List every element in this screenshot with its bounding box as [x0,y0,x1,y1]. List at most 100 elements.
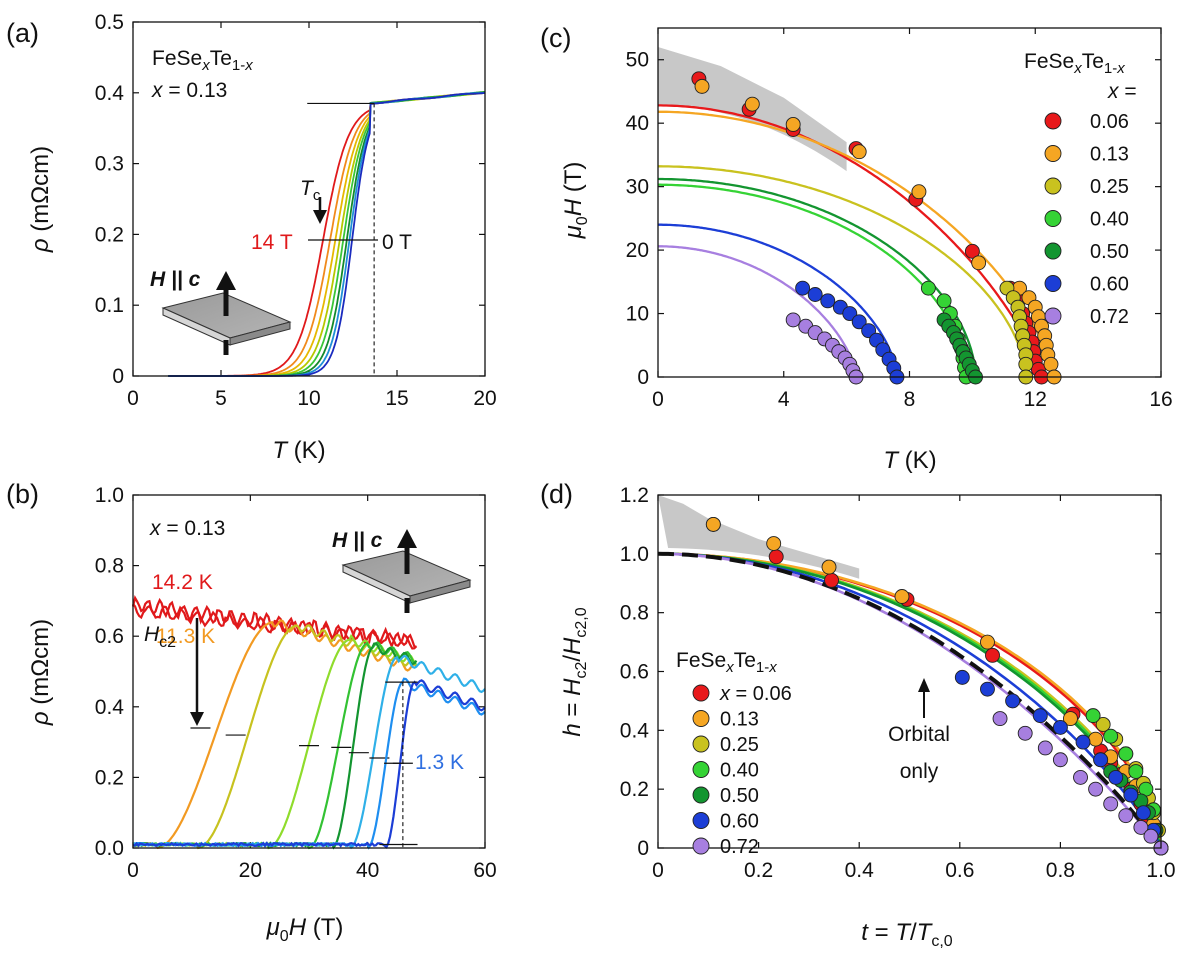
legend-marker-0.72 [692,837,710,855]
legend-label-0.72: 0.72 [1090,306,1129,328]
panel-c-legend-title: FeSexTe1-x [1024,50,1125,77]
panel-c-xtick-label: 8 [904,388,916,411]
panel-c-xtick-label: 12 [1024,388,1047,411]
panel-d-frame [657,494,1162,849]
data-point-0.60 [980,681,995,697]
hc2-fit-0.40 [658,183,968,378]
mr-curve-1 [132,619,418,850]
hc2-arrow-icon [190,618,204,726]
panel-d-ytick-label: 1.0 [620,543,649,566]
panel-d-ytick-label: 0.6 [620,661,649,684]
panel-d-legend-title: FeSexTe1-x [676,649,777,676]
data-point-0.60 [842,306,858,321]
panel-a-ytick-label: 0 [112,365,124,388]
legend-marker-0.40 [1044,210,1062,227]
hc2-fit-0.25 [658,165,1027,378]
panel-b-x-value: x = 0.13 [149,517,225,540]
legend-label-0.13: 0.13 [1090,144,1129,166]
data-point-0.72 [1143,828,1159,844]
data-point-0.60 [851,314,867,330]
panel-b-temp-mid: 11.3 K [156,625,215,648]
panel-a-ytick-label: 0.1 [95,294,124,317]
panel-a-xtick-label: 5 [215,387,227,410]
legend-marker-0.72 [1044,307,1062,325]
legend-marker-0.13 [1044,145,1062,162]
sample-geometry-icon-b [341,529,472,613]
orbital-only-line [657,551,1163,850]
hc2-fit-0.60 [658,223,899,378]
legend-marker-0.25 [1044,177,1062,195]
panel-d-xtick-label: 0.2 [744,859,773,882]
panel-c-xtick-label: 16 [1149,388,1172,411]
panel-c-ytick-label: 0 [637,366,649,389]
panel-a: (a) 0 5 10 15 20 0 0.1 0.2 0.3 0.4 0.5 T (K) ρ (mΩ… [6,11,497,464]
legend-label-0.06: 0.06 [1090,111,1129,133]
panel-b-ytick-label: 0.8 [95,555,124,578]
panel-d-label: (d) [540,479,573,509]
panel-c-ytick-label: 30 [626,176,649,199]
legend-label-0.13: 0.13 [720,709,759,731]
legend-label-0.06: x = 0.06 [719,683,792,705]
data-point-0.13 [744,96,760,112]
panel-d-xtick-label: 0.6 [945,859,974,882]
panel-c-ytick-label: 10 [626,303,649,326]
panel-c: (c) 0 4 8 12 16 0 10 20 30 40 50 T (K) μ0H (T) FeS… [540,23,1173,474]
panel-c-label: (c) [540,23,571,53]
data-point-0.60 [1135,805,1151,821]
panel-d-ytick-label: 0.4 [620,719,650,742]
panel-b-xtick-label: 40 [356,859,379,882]
orbital-label-1: Orbital [888,723,950,746]
panel-c-ytick-label: 50 [626,49,649,72]
panel-b-xlabel: μ0H (T) [266,914,344,945]
data-point-0.40 [920,280,936,296]
data-point-0.06 [768,549,784,565]
panel-c-xtick-label: 4 [778,388,790,411]
panel-b-ytick-label: 0.6 [95,625,124,648]
data-point-0.13 [980,634,995,650]
panel-a-label: (a) [6,18,39,48]
data-point-0.60 [1093,752,1109,768]
legend-label-0.40: 0.40 [1090,209,1129,231]
data-point-0.13 [851,144,867,160]
data-point-0.72 [1017,725,1033,741]
hc2-fit-0.13 [658,110,1056,378]
hc2-fit-0.50 [658,177,977,378]
panel-b: (b) 0 20 40 60 0.0 0.2 0.4 0.6 0.8 1.0 μ0H (T) ρ … [6,479,497,945]
panel-a-xtick-label: 10 [297,387,320,410]
panel-b-ylabel: ρ (mΩcm) [27,619,54,726]
panel-d-xtick-label: 1.0 [1146,859,1175,882]
legend-label-0.50: 0.50 [720,785,759,807]
data-point-0.60 [807,287,823,302]
hc2-fit-0.72 [658,245,858,378]
data-point-0.13 [911,184,927,200]
mr-curve-2 [132,624,418,850]
panel-a-ytick-label: 0.4 [95,82,125,105]
panel-b-xtick-label: 60 [473,859,496,882]
panel-b-ytick-label: 0.2 [95,766,124,789]
data-point-0.13 [971,255,987,271]
panel-b-hc2-label: Hc2 [144,623,176,651]
data-point-0.60 [954,669,970,685]
panel-c-ytick-label: 20 [626,239,649,262]
panel-a-geometry-label: H || c [150,268,201,291]
panel-a-ytick-label: 0.5 [95,11,124,34]
panel-d-ytick-label: 0 [637,837,649,860]
panel-c-legend: 0.06 0.13 0.25 0.40 0.50 0.60 0.72 [1044,111,1129,328]
panel-d-ytick-label: 0.8 [620,602,649,625]
panel-b-geometry-label: H || c [332,529,383,552]
panel-b-ytick-label: 1.0 [95,484,124,507]
data-point-0.60 [1123,787,1139,803]
panel-d-xlabel: t = T/Tc,0 [861,919,952,950]
panel-c-ylabel: μ0H (T) [560,162,591,240]
panel-b-xtick-label: 20 [239,859,262,882]
data-point-0.60 [820,293,836,309]
panel-d-ytick-label: 0.2 [620,778,649,801]
data-point-0.72 [1052,752,1068,768]
data-point-0.40 [1103,728,1119,744]
panel-d-ylabel: h = Hc2/Hc2,0 [559,607,590,736]
panel-b-temp-low: 1.3 K [415,751,464,774]
legend-marker-0.60 [1044,275,1062,292]
data-point-0.72 [785,312,801,328]
legend-label-0.50: 0.50 [1090,241,1129,263]
